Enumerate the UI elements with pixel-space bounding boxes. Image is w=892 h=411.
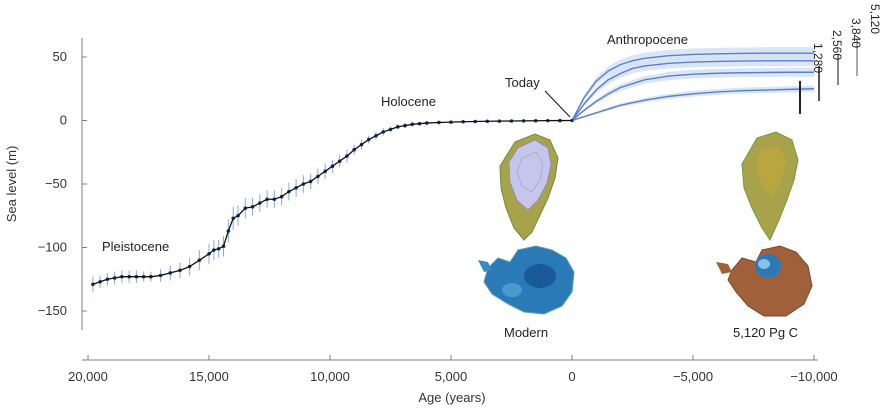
x-tick-label: 20,000 <box>68 369 108 384</box>
ice-maps <box>478 131 813 317</box>
y-tick-label: 50 <box>53 49 67 64</box>
label-pleistocene: Pleistocene <box>102 239 169 254</box>
x-tick-label: 5,000 <box>435 369 468 384</box>
x-tick-label: −5,000 <box>673 369 713 384</box>
projection-line <box>571 71 814 122</box>
plot-area <box>91 47 815 292</box>
projection-line <box>571 60 814 121</box>
label-modern: Modern <box>504 325 548 340</box>
antarctica-modern-map <box>478 245 575 315</box>
x-axis: 20,000 15,000 10,000 5,000 0 −5,000 −10,000 Ag… <box>68 355 838 405</box>
legend-label-3840: 3,840 <box>849 18 863 48</box>
projection-bands <box>572 47 814 122</box>
greenland-future-map <box>741 131 799 242</box>
y-tick-label: 0 <box>60 113 67 128</box>
x-tick-label: 10,000 <box>310 369 350 384</box>
antarctica-future-map <box>716 245 813 317</box>
label-today: Today <box>505 75 540 90</box>
today-pointer <box>544 90 571 118</box>
y-axis: 50 0 −50 −100 −150 Sea level (m) <box>4 38 87 330</box>
projection-band <box>572 85 814 122</box>
label-future-carbon: 5,120 Pg C <box>733 325 798 340</box>
legend: 5,120 3,840 2,560 1,280 <box>799 4 882 114</box>
annotations: Pleistocene Holocene Today Anthropocene … <box>102 32 798 340</box>
label-anthropocene: Anthropocene <box>607 32 688 47</box>
y-axis-label: Sea level (m) <box>4 146 19 223</box>
y-tick-label: −50 <box>45 176 67 191</box>
fit-line <box>92 119 573 285</box>
legend-label-5120: 5,120 <box>868 4 882 34</box>
legend-label-1280: 1,280 <box>811 43 825 73</box>
x-tick-label: 15,000 <box>189 369 229 384</box>
x-tick-label: −10,000 <box>790 369 837 384</box>
y-tick-label: −100 <box>38 240 67 255</box>
projection-line <box>571 88 815 122</box>
legend-label-2560: 2,560 <box>830 30 844 60</box>
x-tick-label: 0 <box>568 369 575 384</box>
projection-band <box>572 67 814 122</box>
projection-lines <box>571 52 815 122</box>
greenland-modern-map <box>499 133 559 241</box>
x-axis-label: Age (years) <box>418 390 485 405</box>
projection-line <box>571 52 814 121</box>
projection-band <box>572 55 814 122</box>
y-tick-label: −150 <box>38 303 67 318</box>
label-holocene: Holocene <box>381 94 436 109</box>
